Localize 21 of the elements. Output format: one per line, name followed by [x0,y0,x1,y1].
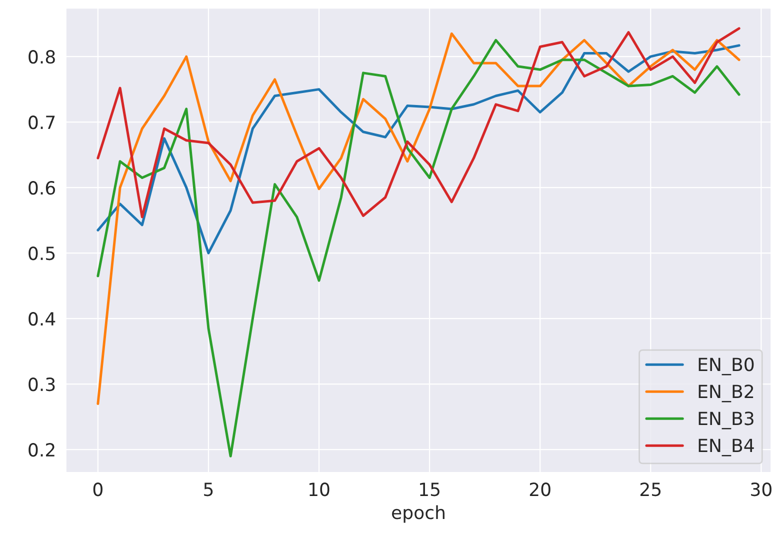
x-tick-label: 25 [640,482,661,496]
y-tick-label: 0.5 [28,246,55,260]
y-tick-label: 0.3 [28,378,55,392]
x-tick-label: 20 [530,482,550,496]
legend-label: EN_B3 [698,412,754,430]
x-tick-label: 5 [204,482,213,496]
line-series [96,44,740,254]
line-series [96,27,740,218]
x-tick-label: 15 [420,482,440,496]
x-tick-label: 0 [93,482,102,496]
x-tick-label: 10 [310,482,330,496]
legend-label: EN_B4 [698,438,754,456]
y-tick-label: 0.7 [28,116,55,130]
x-axis-title: epoch [392,505,444,523]
y-tick-label: 0.8 [28,50,55,64]
y-tick-label: 0.4 [28,312,56,326]
legend-label: EN_B0 [698,358,754,376]
x-tick-label: 30 [751,482,772,496]
legend-label: EN_B2 [698,384,754,402]
y-tick-label: 0.2 [28,443,54,457]
y-tick-label: 0.6 [28,181,56,195]
